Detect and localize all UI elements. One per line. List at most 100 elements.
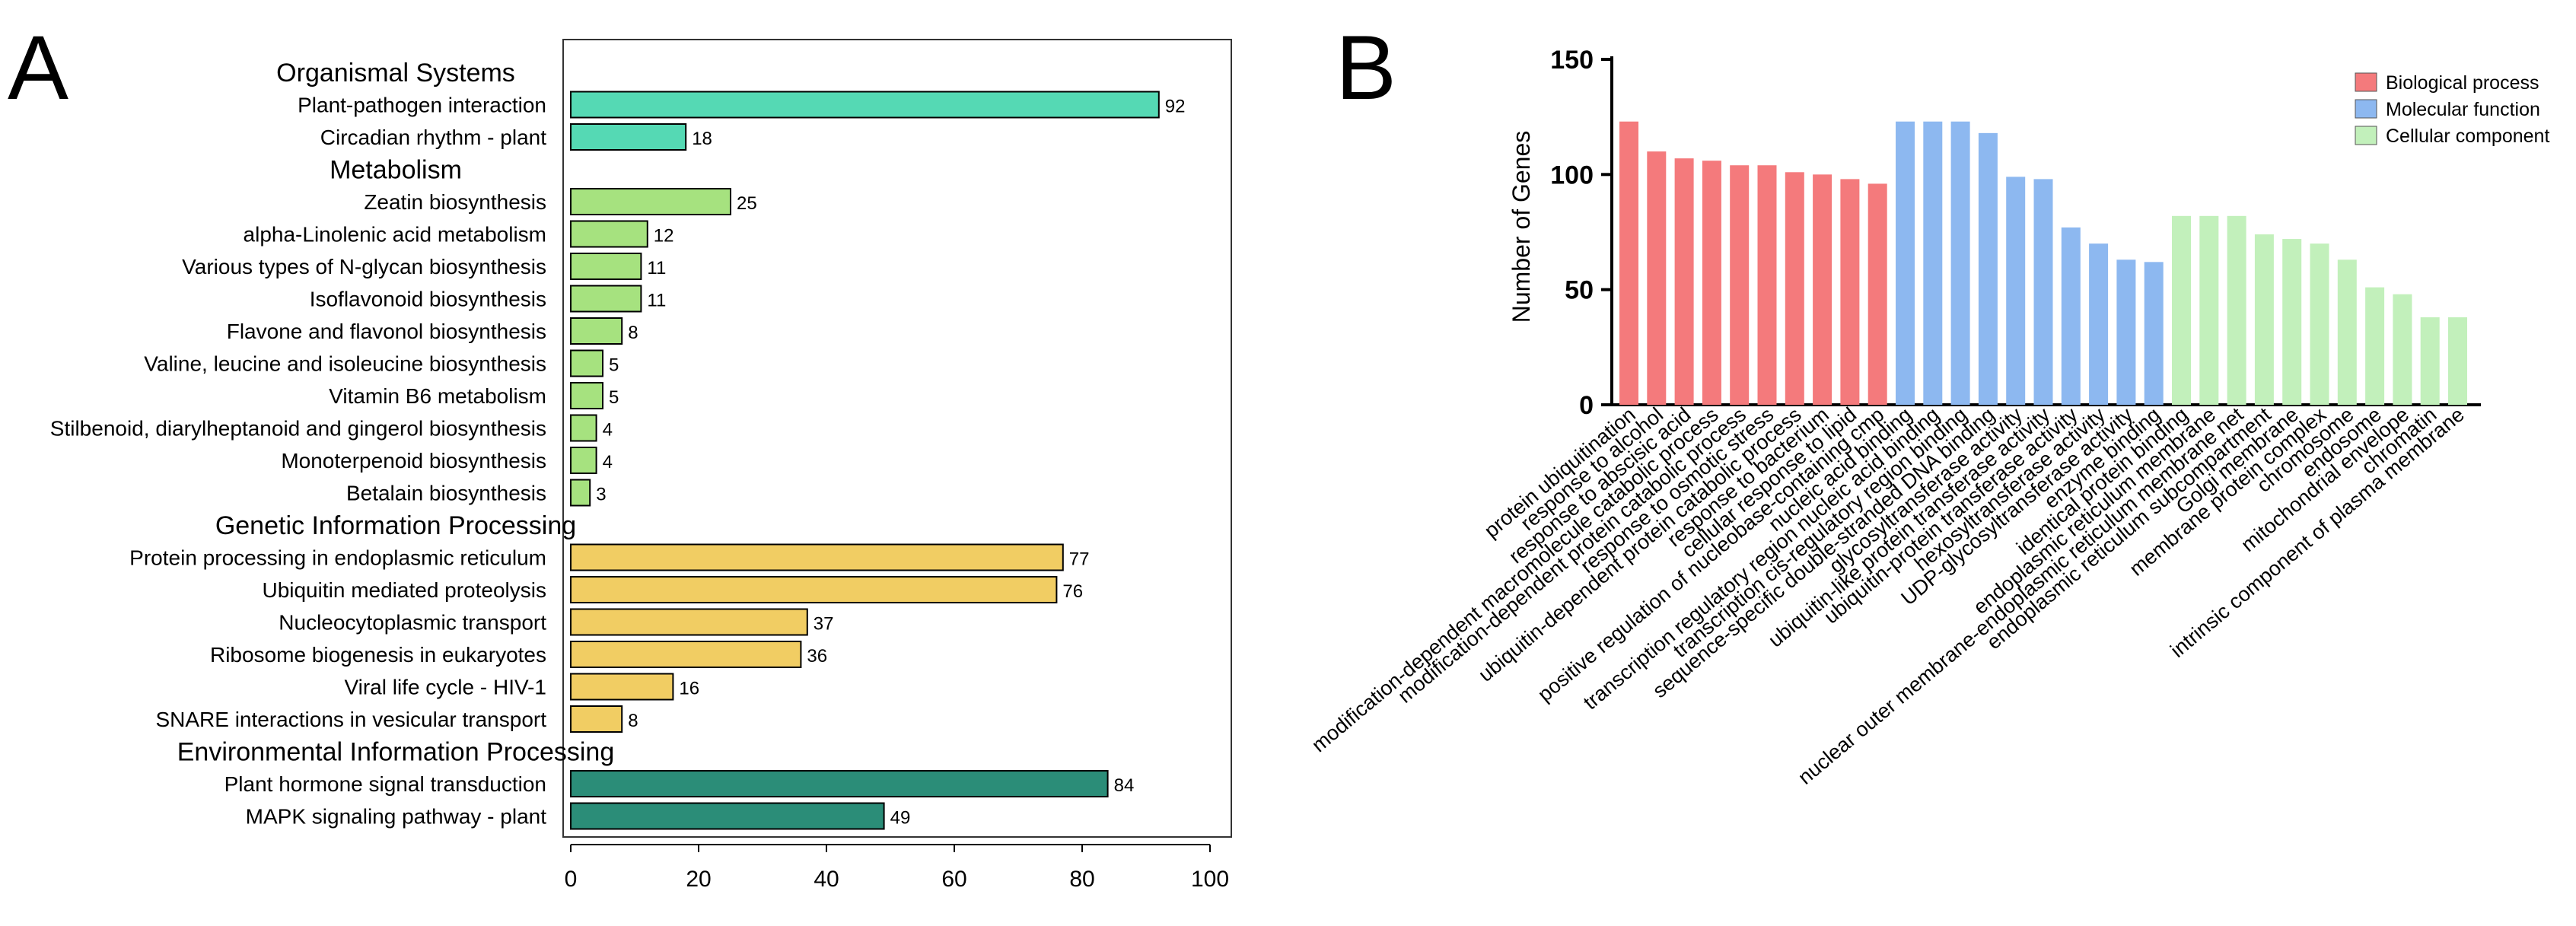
bar-value-label: 77: [1069, 549, 1090, 570]
bar-value-label: 36: [807, 646, 827, 667]
group-title: Organismal Systems: [276, 59, 515, 88]
category-label: Vitamin B6 metabolism: [329, 384, 546, 408]
bar: [2033, 179, 2053, 406]
category-label: Monoterpenoid biosynthesis: [281, 449, 546, 473]
bar: [2006, 177, 2026, 406]
category-label: Circadian rhythm - plant: [320, 126, 546, 149]
bar: [570, 802, 885, 830]
bar-value-label: 49: [890, 808, 911, 829]
y-tick-label: 0: [1579, 391, 1594, 420]
category-label: Valine, leucine and isoleucine biosynthe…: [144, 352, 546, 376]
category-label: Various types of N-glycan biosynthesis: [182, 255, 546, 278]
x-tick-label: 0: [565, 867, 578, 892]
bar: [2337, 259, 2357, 405]
bar: [1785, 172, 1804, 405]
bar-value-label: 92: [1165, 97, 1186, 117]
bar: [2393, 294, 2412, 405]
panel-b-letter: B: [1336, 17, 1396, 119]
bar: [1923, 121, 1943, 405]
bar-value-label: 8: [628, 323, 638, 343]
legend-swatch: [2355, 99, 2377, 119]
bar: [1978, 132, 1998, 405]
category-label: Viral life cycle - HIV-1: [344, 676, 546, 699]
bar: [2061, 227, 2081, 405]
category-label: Zeatin biosynthesis: [364, 190, 546, 214]
bar: [570, 770, 1109, 797]
kegg-pathway-bar-chart: 0 20 40 60 80 100 Organismal Systems Plant-path…: [50, 39, 1232, 892]
x-tick-label: 40: [814, 867, 839, 892]
category-label: alpha-Linolenic acid metabolism: [244, 223, 546, 247]
bar: [570, 285, 642, 313]
bar: [2310, 243, 2329, 405]
bar: [2116, 259, 2136, 405]
y-tick-label: 100: [1550, 161, 1594, 189]
bar: [570, 479, 591, 507]
bar-value-label: 5: [609, 387, 619, 408]
bar-value-label: 18: [692, 129, 712, 149]
category-label: SNARE interactions in vesicular transpor…: [155, 708, 546, 731]
category-label: Ribosome biogenesis in eukaryotes: [210, 643, 546, 667]
bar-value-label: 16: [679, 679, 699, 699]
category-label: Flavone and flavonol biosynthesis: [227, 320, 546, 343]
bar: [570, 317, 623, 345]
bar: [2420, 317, 2440, 405]
bar-value-label: 11: [647, 258, 666, 278]
bar: [1868, 183, 1887, 405]
bar: [570, 123, 687, 151]
y-tick-label: 50: [1565, 276, 1594, 305]
bar: [2089, 243, 2109, 405]
bar: [1730, 165, 1750, 405]
legend-label: Biological process: [2386, 72, 2539, 94]
bar: [570, 447, 597, 474]
bar-value-label: 25: [737, 193, 757, 214]
group-title: Environmental Information Processing: [177, 738, 615, 767]
bar: [570, 414, 597, 442]
bar-value-label: 84: [1114, 775, 1135, 796]
legend-label: Cellular component: [2386, 126, 2549, 147]
bar: [1619, 121, 1638, 405]
bar: [570, 91, 1160, 119]
bar: [2254, 234, 2274, 405]
category-label: Plant-pathogen interaction: [298, 94, 546, 117]
bar-value-label: 4: [603, 452, 613, 473]
bar-value-label: 3: [596, 485, 606, 505]
x-tick-label: 100: [1191, 867, 1229, 892]
bar: [570, 641, 802, 668]
bar: [2448, 317, 2467, 405]
category-label: MAPK signaling pathway - plant: [246, 805, 547, 829]
legend-swatch: [2355, 126, 2377, 145]
bar: [1813, 174, 1832, 406]
category-label: Nucleocytoplasmic transport: [279, 611, 546, 635]
y-axis-title: Number of Genes: [1508, 131, 1535, 323]
bar: [570, 349, 603, 377]
bar: [1702, 161, 1721, 405]
bar: [2199, 215, 2219, 405]
category-label: Isoflavonoid biosynthesis: [310, 288, 546, 311]
x-tick-label: 20: [686, 867, 711, 892]
bar: [1896, 121, 1915, 405]
bar: [570, 608, 808, 636]
bar-value-label: 11: [647, 291, 666, 311]
bar-value-label: 4: [603, 420, 613, 441]
bar: [1840, 179, 1860, 406]
bar: [570, 382, 603, 409]
bar: [570, 576, 1058, 603]
bar: [570, 705, 623, 733]
x-tick-label: 60: [941, 867, 966, 892]
category-label: Stilbenoid, diarylheptanoid and gingerol…: [50, 417, 546, 441]
bar: [570, 188, 731, 215]
bar: [2365, 287, 2385, 405]
bar-value-label: 12: [654, 226, 674, 247]
bar-value-label: 5: [609, 355, 619, 376]
legend-swatch: [2355, 72, 2377, 92]
category-label: Protein processing in endoplasmic reticu…: [129, 546, 546, 570]
category-label: Plant hormone signal transduction: [224, 772, 546, 796]
plot-frame: [562, 39, 1232, 838]
category-label: Betalain biosynthesis: [346, 482, 546, 505]
panel-a-letter: A: [8, 17, 68, 119]
bar: [1950, 121, 1970, 405]
group-title: Metabolism: [330, 156, 462, 185]
bar: [1674, 158, 1694, 405]
